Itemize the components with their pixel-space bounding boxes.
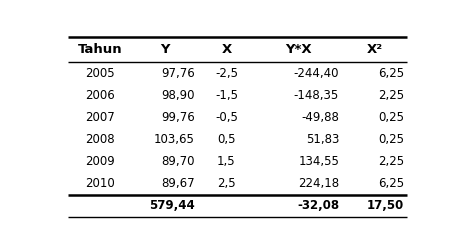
Text: Y: Y (160, 43, 169, 56)
Text: 2007: 2007 (85, 111, 115, 124)
Text: 51,83: 51,83 (305, 133, 339, 146)
Text: 2010: 2010 (85, 177, 115, 190)
Text: 6,25: 6,25 (377, 177, 403, 190)
Text: 2009: 2009 (85, 155, 115, 168)
Text: X²: X² (365, 43, 382, 56)
Text: 97,76: 97,76 (161, 67, 194, 80)
Text: -148,35: -148,35 (293, 89, 339, 102)
Text: -32,08: -32,08 (296, 199, 339, 213)
Text: 2005: 2005 (85, 67, 115, 80)
Text: 2,25: 2,25 (377, 89, 403, 102)
Text: 89,70: 89,70 (161, 155, 194, 168)
Text: -0,5: -0,5 (214, 111, 238, 124)
Text: 224,18: 224,18 (297, 177, 339, 190)
Text: 579,44: 579,44 (149, 199, 194, 213)
Text: 0,5: 0,5 (217, 133, 235, 146)
Text: 2008: 2008 (85, 133, 115, 146)
Text: X: X (221, 43, 231, 56)
Text: Y*X: Y*X (285, 43, 311, 56)
Text: 0,25: 0,25 (377, 133, 403, 146)
Text: 1,5: 1,5 (217, 155, 235, 168)
Text: Tahun: Tahun (78, 43, 122, 56)
Text: 134,55: 134,55 (298, 155, 339, 168)
Text: -49,88: -49,88 (301, 111, 339, 124)
Text: -244,40: -244,40 (293, 67, 339, 80)
Text: 17,50: 17,50 (366, 199, 403, 213)
Text: -2,5: -2,5 (214, 67, 238, 80)
Text: 2,5: 2,5 (217, 177, 235, 190)
Text: 6,25: 6,25 (377, 67, 403, 80)
Text: 103,65: 103,65 (153, 133, 194, 146)
Text: 2,25: 2,25 (377, 155, 403, 168)
Text: -1,5: -1,5 (214, 89, 238, 102)
Text: 89,67: 89,67 (161, 177, 194, 190)
Text: 99,76: 99,76 (161, 111, 194, 124)
Text: 2006: 2006 (85, 89, 115, 102)
Text: 98,90: 98,90 (161, 89, 194, 102)
Text: 0,25: 0,25 (377, 111, 403, 124)
